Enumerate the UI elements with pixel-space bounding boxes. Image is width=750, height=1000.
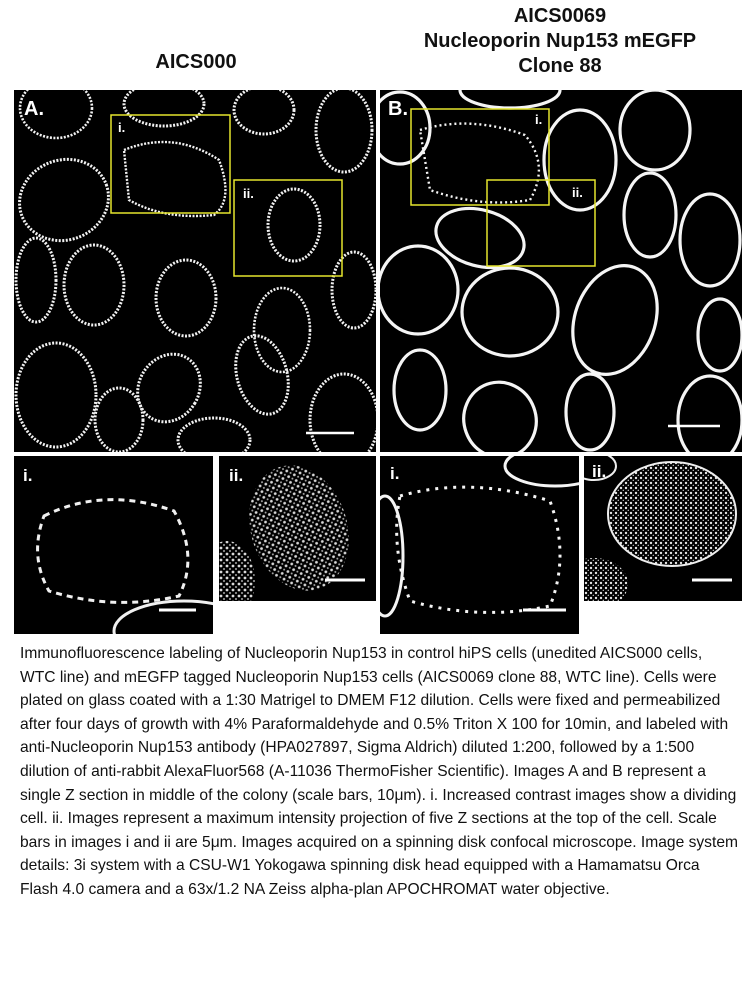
panel-a-box2-label: ii. <box>243 186 254 201</box>
panel-a-inset-box-ii <box>233 179 343 277</box>
panel-b-box2-label: ii. <box>572 185 583 200</box>
panel-a-image: A. i. ii. <box>14 90 376 452</box>
panel-b-title-line1: AICS0069 <box>513 5 607 27</box>
panel-b-image: B. i. ii. <box>380 90 742 452</box>
panel-b-label: B. <box>388 98 408 120</box>
panel-a-micrograph <box>14 90 376 452</box>
panel-b-box1-label: i. <box>535 112 543 127</box>
inset-b-i-label: i. <box>390 464 400 483</box>
inset-a-i-micrograph <box>36 498 213 634</box>
inset-b-i-image: i. <box>380 456 579 634</box>
inset-b-ii-image: ii. <box>584 456 742 601</box>
panel-b-title-line3: Clone 88 <box>518 55 602 77</box>
inset-b-ii-label: ii. <box>592 462 607 481</box>
panel-b-title: AICS0069 Nucleoporin Nup153 mEGFP Clone … <box>378 4 742 79</box>
inset-a-i-label: i. <box>23 466 33 485</box>
figure-caption: Immunofluorescence labeling of Nucleopor… <box>20 642 738 902</box>
panel-b-inset-box-i <box>410 108 550 206</box>
inset-a-ii-micrograph <box>219 465 365 601</box>
panel-a-label: A. <box>24 98 44 120</box>
panel-a-box1-label: i. <box>118 120 126 135</box>
panel-a-title-text: AICS000 <box>155 51 237 73</box>
panel-b-title-line2: Nucleoporin Nup153 mEGFP <box>423 30 697 52</box>
inset-a-ii-image: ii. <box>219 456 376 601</box>
panel-b-micrograph <box>380 90 742 452</box>
panel-b-inset-box-ii <box>486 179 596 267</box>
inset-a-ii-label: ii. <box>229 466 244 485</box>
inset-b-i-micrograph <box>380 456 579 618</box>
inset-a-i-image: i. <box>14 456 213 634</box>
figure-caption-text: Immunofluorescence labeling of Nucleopor… <box>20 645 738 898</box>
panel-a-inset-box-i <box>110 114 231 214</box>
panel-a-title: AICS000 <box>14 50 378 75</box>
inset-b-ii-micrograph <box>584 456 737 601</box>
